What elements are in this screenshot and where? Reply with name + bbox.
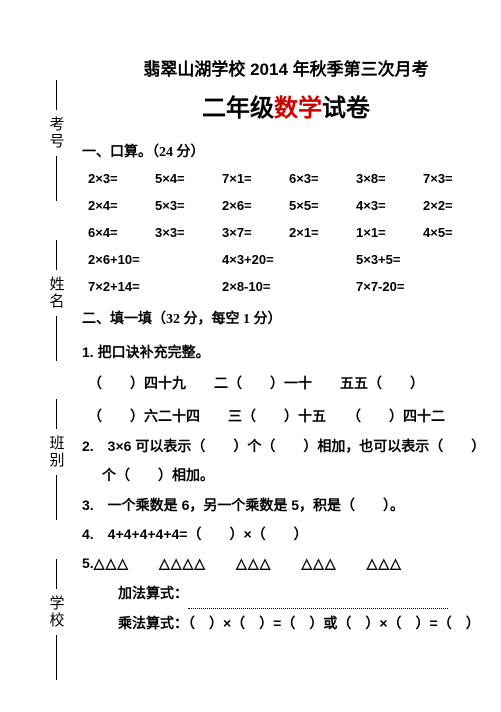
- title-subject: 数学: [274, 95, 322, 122]
- exam-title-line1: 翡翠山湖学校 2014 年秋季第三次月考: [82, 55, 490, 80]
- calc-cell: 2×2=: [423, 198, 490, 213]
- side-label-name: 姓名: [46, 276, 67, 310]
- calc-cell: 5×3+5=: [356, 252, 490, 267]
- calc-cell: 7×1=: [222, 171, 289, 186]
- calc-cell: 4×3+20=: [222, 252, 356, 267]
- addition-label: 加法算式：: [118, 585, 188, 601]
- section1-heading: 一、口算。（24 分）: [82, 141, 490, 161]
- calc-cell: 3×7=: [222, 225, 289, 240]
- calc-cell: 7×7-20=: [356, 279, 490, 294]
- calc-cell: 2×6=: [222, 198, 289, 213]
- calc-cell: 5×5=: [289, 198, 356, 213]
- calc-cell: 2×4=: [88, 198, 155, 213]
- calc-cell: 2×3=: [88, 171, 155, 186]
- q5-line: 5.△△△ △△△△ △△△ △△△ △△△: [82, 549, 490, 578]
- calc-cell: 5×4=: [155, 171, 222, 186]
- calc-cell: 4×3=: [356, 198, 423, 213]
- calc-cell: 2×6+10=: [88, 252, 222, 267]
- addition-blank: [188, 579, 448, 609]
- calc-cell: 2×1=: [289, 225, 356, 240]
- exam-title-line2: 二年级数学试卷: [82, 88, 490, 123]
- q4-line: 4. 4+4+4+4+4=（ ）×（ ）: [82, 520, 490, 549]
- title-paper: 试卷: [322, 95, 370, 122]
- calc-grid-3col: 2×6+10= 4×3+20= 5×3+5= 7×2+14= 2×8-10= 7…: [88, 252, 490, 294]
- q5-triangles: △△△ △△△△ △△△ △△△ △△△: [94, 555, 402, 571]
- q5-addition-row: 加法算式：: [118, 579, 490, 609]
- calc-grid-6col: 2×3= 5×4= 7×1= 6×3= 3×8= 7×3= 2×4= 5×3= …: [88, 171, 490, 240]
- section2-heading: 二、填一填（32 分，每空 1 分）: [82, 308, 490, 328]
- calc-cell: 7×2+14=: [88, 279, 222, 294]
- q1-row1: （ ）四十九 二（ ）一十 五五（ ）: [88, 367, 490, 399]
- calc-cell: 1×1=: [356, 225, 423, 240]
- q5-multiplication-row: 乘法算式：（ ）×（ ）=（ ）或（ ）×（ ）=（ ）: [118, 609, 490, 638]
- calc-cell: 3×8=: [356, 171, 423, 186]
- calc-cell: 5×3=: [155, 198, 222, 213]
- calc-cell: 7×3=: [423, 171, 490, 186]
- q2-line: 2. 3×6 可以表示（ ）个（ ）相加，也可以表示（ ）: [82, 432, 490, 461]
- multiplication-label: 乘法算式：: [118, 615, 188, 631]
- side-label-class: 班别: [46, 435, 67, 469]
- q3-line: 3. 一个乘数是 6，另一个乘数是 5，积是（ ）。: [82, 491, 490, 520]
- side-label-school: 学校: [46, 595, 67, 629]
- q5-prefix: 5.: [82, 555, 94, 571]
- q2-cont: 个（ ）相加。: [102, 461, 490, 490]
- calc-cell: 4×5=: [423, 225, 490, 240]
- calc-cell: 2×8-10=: [222, 279, 356, 294]
- side-label-exam-number: 考号: [46, 116, 67, 150]
- calc-cell: 6×3=: [289, 171, 356, 186]
- q1-row2: （ ）六二十四 三（ ）十五 （ ）四十二: [88, 400, 490, 432]
- multiplication-expression: （ ）×（ ）=（ ）或（ ）×（ ）=（ ）: [188, 615, 480, 631]
- title-grade: 二年级: [202, 95, 274, 122]
- q1-title: 1. 把口诀补充完整。: [82, 338, 490, 367]
- calc-cell: 3×3=: [155, 225, 222, 240]
- calc-cell: 6×4=: [88, 225, 155, 240]
